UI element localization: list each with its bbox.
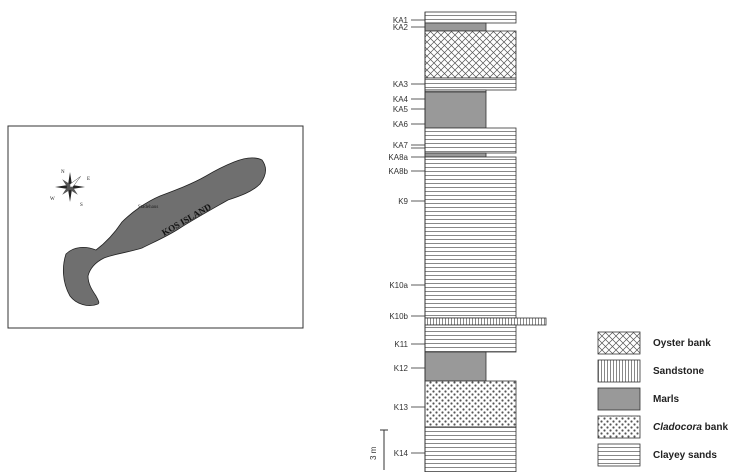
legend-label-cladocora-italic: Cladocora	[653, 422, 702, 433]
layer-ka3-clayey	[424, 77, 517, 91]
sample-label: KA6	[393, 120, 409, 129]
layer-k14-clayey	[424, 426, 517, 472]
sample-label: KA7	[393, 141, 409, 150]
kos-island-shape	[62, 157, 266, 306]
scale-bar-label: 3 m	[369, 446, 378, 460]
compass-s: S	[80, 203, 83, 208]
compass-rose-icon: N E S W	[50, 170, 90, 208]
layer-k10b-sandstone	[424, 317, 547, 326]
legend-label-marls: Marls	[653, 394, 680, 405]
sample-label: KA1	[393, 16, 409, 25]
layer-ka2-marls	[424, 22, 487, 32]
sample-ticks	[411, 19, 425, 454]
sample-label: K9	[398, 197, 408, 206]
scale-bar: 3 m	[369, 429, 388, 470]
legend-label-cladocora: Cladocora bank	[653, 422, 728, 433]
lithology-legend: Oyster bank Sandstone Marls Cladocora ba…	[597, 331, 728, 467]
compass-e: E	[87, 177, 90, 182]
compass-n: N	[61, 170, 65, 175]
layer-ka1-clayey	[424, 11, 517, 24]
legend-swatch-sandstone	[597, 359, 641, 383]
layer-k11-clayey	[424, 324, 517, 353]
sample-label: K11	[394, 340, 408, 349]
layer-k13-cladocora	[424, 380, 517, 428]
sample-label: KA2	[393, 23, 409, 32]
layer-oyster-bank	[424, 30, 517, 79]
column-layers	[424, 11, 547, 472]
sample-label: K12	[394, 364, 409, 373]
legend-label-clayey: Clayey sands	[653, 450, 717, 461]
legend-label-sandstone: Sandstone	[653, 366, 705, 377]
location-map: KOS ISLAND Stadehaus N E S W	[7, 125, 304, 329]
layer-ka8b-k10b-clayey	[424, 156, 517, 319]
sample-label: KA8a	[388, 153, 408, 162]
legend-label-oyster: Oyster bank	[653, 338, 711, 349]
locality-label: Stadehaus	[138, 205, 158, 210]
legend-swatch-cladocora	[597, 415, 641, 439]
legend-swatch-marls	[597, 387, 641, 411]
legend-swatch-clayey	[597, 443, 641, 467]
stratigraphic-column: KA1 KA2 KA3 KA4 KA5 KA6 KA7 KA8a KA8b K9…	[369, 11, 547, 472]
legend-swatch-oyster	[597, 331, 641, 355]
sample-label: KA3	[393, 80, 409, 89]
compass-w: W	[50, 197, 55, 202]
sample-label: K13	[394, 403, 409, 412]
sample-labels: KA1 KA2 KA3 KA4 KA5 KA6 KA7 KA8a KA8b K9…	[388, 16, 408, 458]
layer-ka8a-marls	[424, 152, 487, 158]
layer-ka7-clayey	[424, 127, 517, 154]
sample-label: KA5	[393, 105, 409, 114]
sample-label: KA8b	[388, 167, 408, 176]
legend-label-cladocora-rest: bank	[702, 422, 729, 433]
sample-label: KA4	[393, 95, 409, 104]
sample-label: K10b	[389, 312, 408, 321]
sample-label: K14	[394, 449, 409, 458]
layer-k12-marls	[424, 351, 487, 382]
layer-ka4-ka6-marls	[424, 91, 487, 129]
sample-label: K10a	[389, 281, 408, 290]
